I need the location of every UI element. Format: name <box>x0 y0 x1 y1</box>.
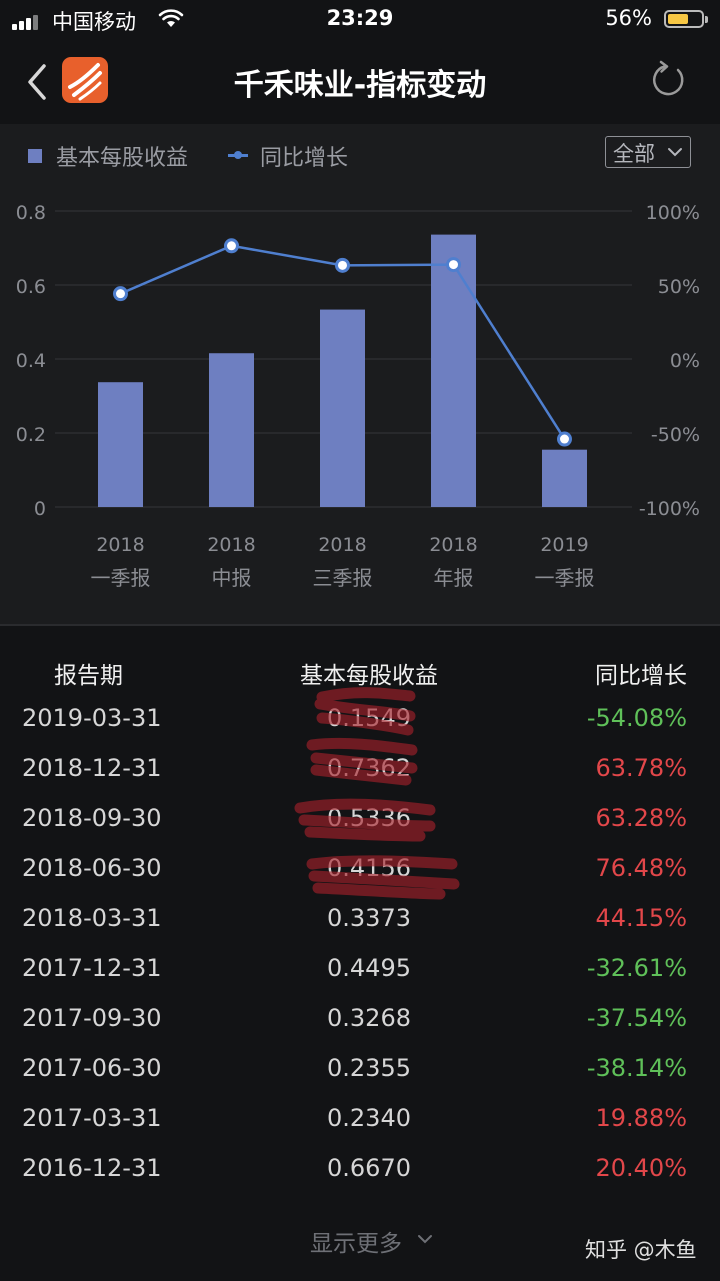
yoy-point <box>446 257 461 273</box>
chart-panel: 基本每股收益 同比增长 全部 0 0.2 0.4 0.6 0.8 -100% -50% 0% 5… <box>0 124 720 624</box>
cell-eps: 0.2340 <box>327 1104 411 1132</box>
cell-yoy: 63.78% <box>595 754 687 782</box>
legend-label: 同比增长 <box>260 146 349 171</box>
x-axis-period-label: 中报 <box>212 566 252 590</box>
eps-bar <box>98 382 143 507</box>
column-header-period: 报告期 <box>54 663 123 689</box>
cell-yoy: -37.54% <box>586 1004 687 1032</box>
table-row[interactable]: 2017-03-31 0.2340 19.88% <box>0 1096 720 1146</box>
cell-period: 2017-09-30 <box>22 1004 162 1032</box>
table-row[interactable]: 2017-12-31 0.4495 -32.61% <box>0 946 720 996</box>
eps-bar <box>320 309 365 507</box>
cell-period: 2016-12-31 <box>22 1154 162 1182</box>
eps-chart: 0 0.2 0.4 0.6 0.8 -100% -50% 0% 50% 100% 2018 一季报 20… <box>16 202 700 590</box>
status-bar: 中国移动 23:29 56% <box>0 0 720 40</box>
cell-period: 2019-03-31 <box>22 704 162 732</box>
legend-label: 基本每股收益 <box>56 146 189 171</box>
cell-period: 2017-12-31 <box>22 954 162 982</box>
chevron-down-icon <box>668 148 682 157</box>
cell-yoy: -32.61% <box>586 954 687 982</box>
clock: 23:29 <box>326 6 394 30</box>
cell-period: 2018-09-30 <box>22 804 162 832</box>
wifi-icon <box>158 9 184 27</box>
chevron-left-icon[interactable] <box>22 62 52 102</box>
right-axis-tick-label: 0% <box>670 350 700 372</box>
left-axis-tick-label: 0.4 <box>16 350 46 372</box>
table-row[interactable]: 2017-09-30 0.3268 -37.54% <box>0 996 720 1046</box>
period-filter-dropdown[interactable]: 全部 <box>605 136 691 168</box>
table-row[interactable]: 2018-03-31 0.3373 44.15% <box>0 896 720 946</box>
right-axis-tick-label: -50% <box>651 424 700 446</box>
cell-yoy: 20.40% <box>595 1154 687 1182</box>
cell-period: 2018-12-31 <box>22 754 162 782</box>
left-axis-tick-label: 0.2 <box>16 424 46 446</box>
carrier-name: 中国移动 <box>52 10 136 34</box>
refresh-icon[interactable] <box>648 60 688 100</box>
left-axis-tick-label: 0 <box>34 498 46 520</box>
cell-eps: 0.6670 <box>327 1154 411 1182</box>
signal-icon <box>12 12 46 30</box>
x-axis-year-label: 2018 <box>207 534 255 556</box>
filter-label: 全部 <box>613 142 655 166</box>
table-row[interactable]: 2018-09-30 0.5336 63.28% <box>0 796 720 846</box>
cell-yoy: 44.15% <box>595 904 687 932</box>
cell-period: 2017-03-31 <box>22 1104 162 1132</box>
cell-yoy: 63.28% <box>595 804 687 832</box>
cell-yoy: 19.88% <box>595 1104 687 1132</box>
x-axis-year-label: 2019 <box>540 534 588 556</box>
section-divider <box>0 624 720 626</box>
yoy-point <box>335 257 350 273</box>
cell-eps: 0.2355 <box>327 1054 411 1082</box>
cell-yoy: -54.08% <box>586 704 687 732</box>
eps-bar <box>209 353 254 507</box>
x-axis-year-label: 2018 <box>318 534 366 556</box>
show-more-label: 显示更多 <box>310 1231 402 1257</box>
cell-eps: 0.4495 <box>327 954 411 982</box>
right-axis-tick-label: 50% <box>658 276 700 298</box>
battery-percent: 56% <box>605 6 652 30</box>
watermark: 知乎 @木鱼 <box>585 1238 697 1262</box>
battery-icon <box>664 10 708 28</box>
cell-yoy: 76.48% <box>595 854 687 882</box>
nav-bar: 千禾味业-指标变动 <box>0 40 720 124</box>
x-axis-year-label: 2018 <box>96 534 144 556</box>
eps-bar <box>542 449 587 507</box>
chevron-down-icon <box>418 1235 432 1244</box>
show-more-button[interactable]: 显示更多 <box>310 1224 432 1258</box>
legend-bar-swatch <box>28 149 42 163</box>
cell-period: 2018-06-30 <box>22 854 162 882</box>
column-header-eps: 基本每股收益 <box>300 663 438 689</box>
x-axis-period-label: 年报 <box>434 566 474 590</box>
app-logo-icon <box>62 57 108 103</box>
yoy-point <box>557 431 572 447</box>
left-axis-tick-label: 0.6 <box>16 276 46 298</box>
table-row[interactable]: 2016-12-31 0.6670 20.40% <box>0 1146 720 1196</box>
cell-period: 2017-06-30 <box>22 1054 162 1082</box>
eps-bar <box>431 234 476 507</box>
legend-line-swatch <box>228 151 248 159</box>
x-axis-period-label: 一季报 <box>535 566 595 590</box>
table-row[interactable]: 2017-06-30 0.2355 -38.14% <box>0 1046 720 1096</box>
right-axis-tick-label: 100% <box>646 202 700 224</box>
cell-period: 2018-03-31 <box>22 904 162 932</box>
yoy-point <box>113 286 128 302</box>
left-axis-tick-label: 0.8 <box>16 202 46 224</box>
page-title: 千禾味业-指标变动 <box>233 68 487 103</box>
cell-eps: 0.3268 <box>327 1004 411 1032</box>
yoy-point <box>224 238 239 254</box>
x-axis-period-label: 一季报 <box>91 566 151 590</box>
column-header-yoy: 同比增长 <box>595 663 687 689</box>
x-axis-period-label: 三季报 <box>313 566 373 590</box>
cell-eps: 0.3373 <box>327 904 411 932</box>
right-axis-tick-label: -100% <box>639 498 700 520</box>
red-scribble-markup <box>294 687 460 900</box>
x-axis-year-label: 2018 <box>429 534 477 556</box>
cell-yoy: -38.14% <box>586 1054 687 1082</box>
